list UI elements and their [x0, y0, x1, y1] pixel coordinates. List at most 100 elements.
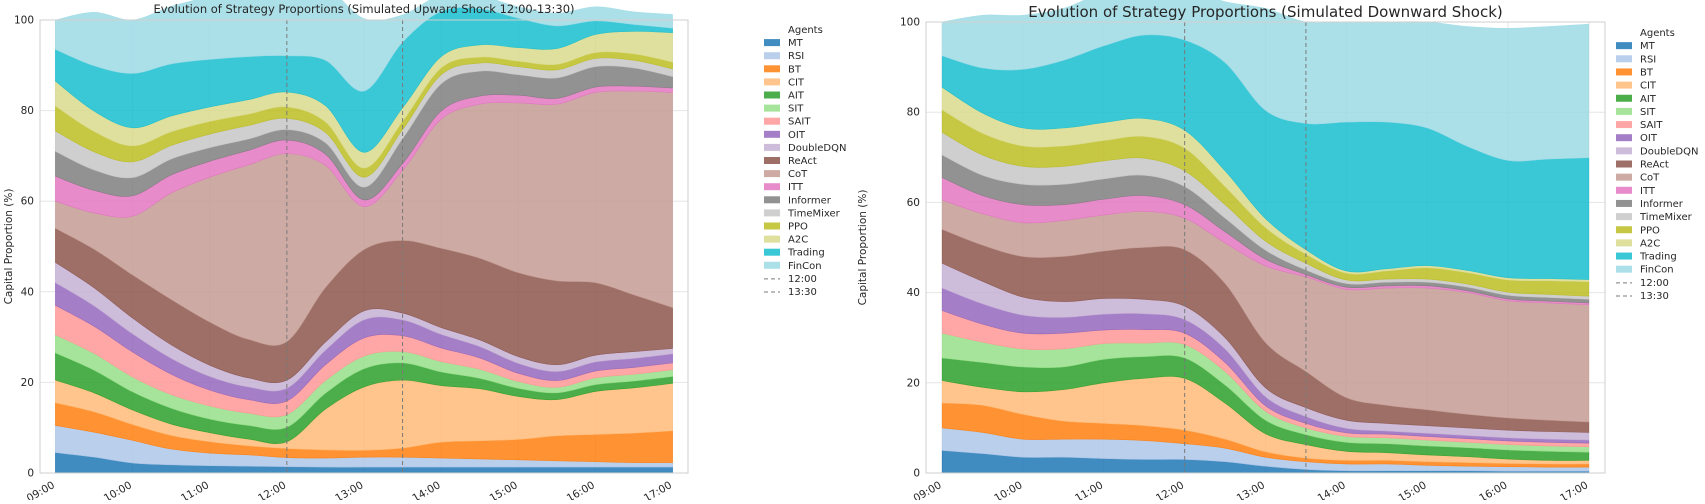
plot-frame	[39, 19, 689, 474]
legend-label-cot: CoT	[1640, 173, 1660, 184]
y-axis-title: Capital Proportion (%)	[857, 190, 869, 306]
legend-label-vline: 12:00	[788, 274, 817, 285]
legend-swatch-mt	[764, 39, 780, 47]
legend-swatch-a2c	[1616, 239, 1632, 247]
legend-swatch-ait	[1616, 94, 1632, 102]
legend-title: Agents	[788, 25, 823, 36]
legend-swatch-doubledqn	[764, 143, 780, 151]
legend-swatch-cot	[1616, 173, 1632, 181]
legend-swatch-sit	[1616, 107, 1632, 115]
legend-swatch-ait	[764, 91, 780, 99]
legend-label-sit: SIT	[788, 104, 804, 115]
legend-swatch-a2c	[764, 235, 780, 243]
legend: Agents MT RSI BT CIT AIT SIT SAIT OIT DoubleDQN Re…	[764, 25, 847, 298]
legend-label-react: ReAct	[788, 156, 817, 167]
y-tick-label: 0	[913, 468, 920, 480]
legend-swatch-trading	[1616, 252, 1632, 260]
legend-title: Agents	[1640, 28, 1675, 39]
legend-swatch-rsi	[764, 52, 780, 60]
legend-label-oit: OIT	[1640, 133, 1658, 144]
chart-title: Evolution of Strategy Proportions (Simul…	[1028, 3, 1503, 21]
y-tick-label: 100	[900, 17, 920, 29]
legend-label-doubledqn: DoubleDQN	[1640, 146, 1699, 157]
legend-swatch-cit	[1616, 81, 1632, 89]
plot-frame	[925, 21, 1606, 474]
legend-swatch-trading	[764, 248, 780, 256]
legend-label-cit: CIT	[788, 77, 805, 88]
legend-label-react: ReAct	[1640, 160, 1669, 171]
legend-label-sait: SAIT	[1640, 120, 1663, 131]
area-fincon	[941, 0, 1590, 162]
legend-swatch-informer	[1616, 199, 1632, 207]
y-tick-label: 80	[21, 105, 34, 117]
legend-swatch-ppo	[764, 222, 780, 230]
legend-swatch-timemixer	[1616, 213, 1632, 221]
legend-swatch-bt	[1616, 68, 1632, 76]
legend-swatch-informer	[764, 196, 780, 204]
legend-swatch-sait	[1616, 121, 1632, 129]
legend-label-bt: BT	[788, 64, 802, 75]
legend-label-doubledqn: DoubleDQN	[788, 143, 847, 154]
legend-swatch-timemixer	[764, 209, 780, 217]
legend-label-cit: CIT	[1640, 81, 1657, 92]
area-fincon	[55, 0, 673, 92]
legend-label-vline: 13:30	[1640, 291, 1669, 302]
legend-swatch-cit	[764, 78, 780, 86]
legend-label-fincon: FinCon	[788, 261, 822, 272]
y-tick-label: 20	[907, 377, 920, 389]
legend-label-ait: AIT	[788, 91, 805, 102]
stacked-areas	[941, 0, 1590, 474]
legend-label-sit: SIT	[1640, 107, 1656, 118]
legend-swatch-sait	[764, 117, 780, 125]
legend-swatch-fincon	[764, 261, 780, 269]
y-tick-label: 60	[21, 196, 34, 208]
legend-swatch-itt	[764, 183, 780, 191]
legend-label-rsi: RSI	[788, 51, 804, 62]
legend-label-informer: Informer	[1640, 199, 1684, 210]
y-tick-label: 40	[21, 286, 34, 298]
y-tick-label: 0	[27, 468, 34, 480]
legend: Agents MT RSI BT CIT AIT SIT SAIT OIT DoubleDQN Re…	[1616, 28, 1699, 302]
legend-swatch-doubledqn	[1616, 147, 1632, 155]
legend-label-oit: OIT	[788, 130, 806, 141]
legend-label-trading: Trading	[1639, 252, 1677, 263]
legend-label-vline: 12:00	[1640, 278, 1669, 289]
legend-swatch-bt	[764, 65, 780, 73]
y-tick-label: 40	[907, 287, 920, 299]
legend-label-itt: ITT	[1640, 186, 1656, 197]
legend-label-cot: CoT	[788, 169, 808, 180]
legend-label-rsi: RSI	[1640, 54, 1656, 65]
legend-swatch-fincon	[1616, 265, 1632, 273]
legend-label-trading: Trading	[787, 248, 825, 259]
y-tick-label: 60	[907, 197, 920, 209]
y-tick-label: 20	[21, 377, 34, 389]
legend-swatch-mt	[1616, 42, 1632, 50]
legend-label-sait: SAIT	[788, 117, 811, 128]
legend-swatch-oit	[764, 130, 780, 138]
chart-title: Evolution of Strategy Proportions (Simul…	[153, 2, 574, 16]
legend-label-ppo: PPO	[1640, 225, 1660, 236]
legend-label-a2c: A2C	[788, 235, 808, 246]
y-tick-label: 80	[907, 107, 920, 119]
legend-swatch-itt	[1616, 186, 1632, 194]
legend-label-mt: MT	[788, 38, 804, 49]
legend-label-informer: Informer	[788, 195, 832, 206]
legend-label-timemixer: TimeMixer	[787, 208, 841, 219]
legend-label-ait: AIT	[1640, 94, 1657, 105]
legend-label-mt: MT	[1640, 41, 1656, 52]
legend-label-bt: BT	[1640, 67, 1654, 78]
legend-swatch-sit	[764, 104, 780, 112]
legend-label-ppo: PPO	[788, 222, 808, 233]
legend-label-fincon: FinCon	[1640, 265, 1674, 276]
legend-label-itt: ITT	[788, 182, 804, 193]
legend-swatch-rsi	[1616, 55, 1632, 63]
y-axis-title: Capital Proportion (%)	[3, 189, 15, 305]
legend-label-a2c: A2C	[1640, 238, 1660, 249]
legend-label-vline: 13:30	[788, 287, 817, 298]
stacked-areas	[55, 0, 673, 474]
legend-swatch-react	[1616, 160, 1632, 168]
legend-swatch-ppo	[1616, 226, 1632, 234]
